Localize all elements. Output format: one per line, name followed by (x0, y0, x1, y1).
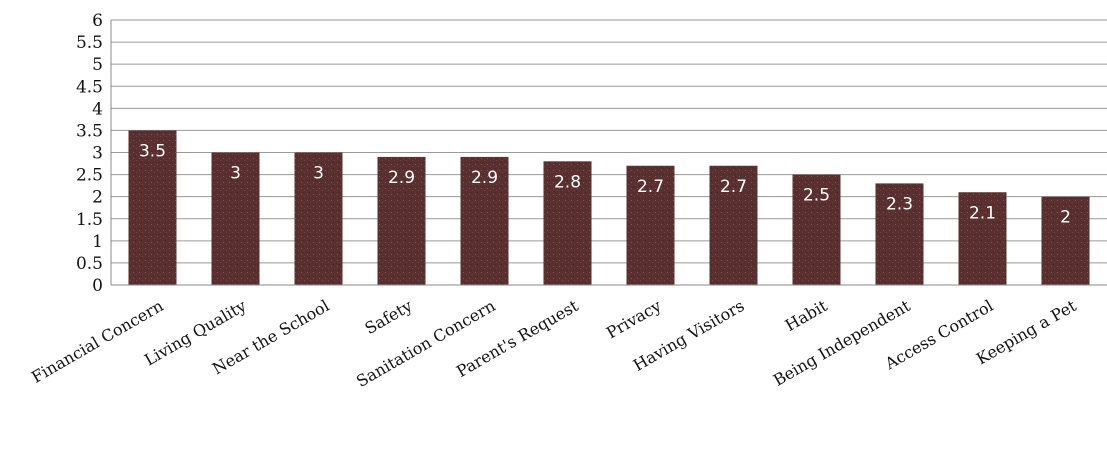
bar (709, 165, 758, 285)
bar (792, 174, 841, 285)
x-tick-label: Safety (362, 296, 416, 338)
bar (958, 192, 1007, 285)
x-tick-label: Financial Concern (28, 296, 166, 387)
x-tick-label: Sanitation Concern (353, 296, 498, 391)
bar (626, 165, 675, 285)
bar (543, 161, 592, 285)
data-label: 2 (1060, 208, 1071, 228)
y-tick-label: 3.5 (76, 121, 103, 141)
bar (128, 130, 177, 285)
y-tick-label: 2 (92, 188, 103, 208)
bar (211, 152, 260, 285)
bar (1041, 196, 1090, 285)
data-label: 2.1 (969, 203, 996, 223)
data-label: 3 (230, 164, 241, 184)
x-tick-label: Being Independent (770, 296, 914, 390)
bar (460, 156, 509, 285)
y-tick-label: 4 (92, 99, 103, 119)
y-axis-tick-labels: 00.511.522.53 3.544.555.56 (76, 11, 103, 296)
y-tick-label: 4.5 (76, 77, 103, 97)
bar (377, 156, 426, 285)
x-tick-label: Privacy (603, 296, 665, 343)
data-labels: 3.5 3 3 2.9 2.9 2.8 2.7 2.7 2.5 2.3 2.1 2 (139, 141, 1071, 227)
gridlines (111, 19, 1107, 264)
data-label: 2.7 (720, 177, 747, 197)
data-label: 2.9 (388, 168, 415, 188)
y-tick-label: 2.5 (76, 166, 103, 186)
y-tick-label: 1 (92, 232, 103, 252)
y-tick-label: 0.5 (76, 254, 103, 274)
data-label: 2.5 (803, 186, 830, 206)
y-tick-label: 3 (92, 144, 103, 164)
data-label: 2.7 (637, 177, 664, 197)
y-tick-label: 0 (92, 276, 103, 296)
x-tick-label: Habit (782, 296, 831, 335)
y-tick-label: 1.5 (76, 210, 103, 230)
bar (875, 183, 924, 285)
y-tick-label: 5.5 (76, 33, 103, 53)
data-label: 2.9 (471, 168, 498, 188)
y-tick-label: 6 (92, 11, 103, 31)
bars (128, 130, 1090, 285)
bar (294, 152, 343, 285)
data-label: 3 (313, 164, 324, 184)
data-label: 2.3 (886, 194, 913, 214)
y-tick-label: 5 (92, 55, 103, 75)
data-label: 2.8 (554, 172, 581, 192)
data-label: 3.5 (139, 141, 166, 161)
